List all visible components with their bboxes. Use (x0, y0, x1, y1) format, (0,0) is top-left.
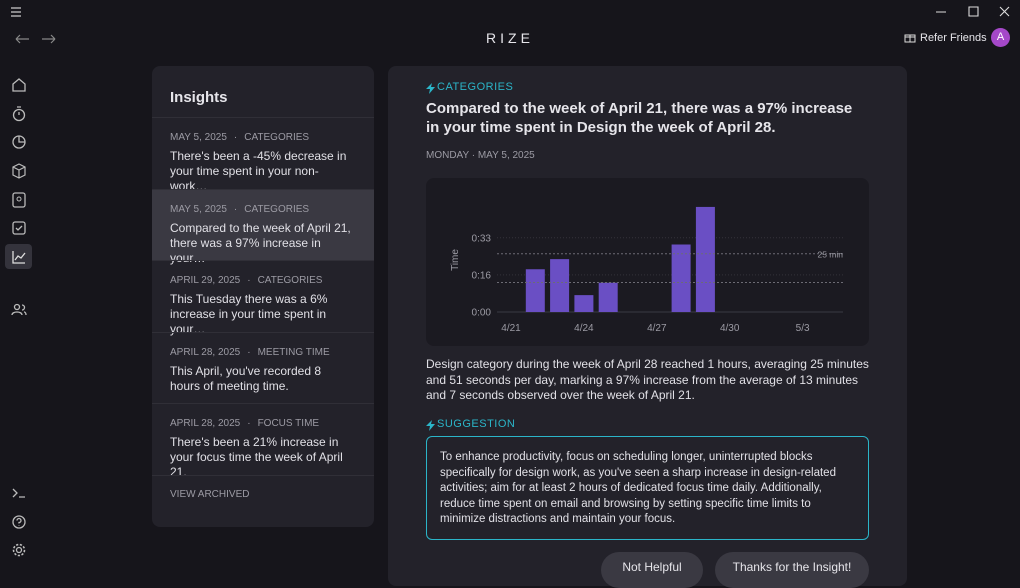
suggestion-tag: SUGGESTION (437, 418, 516, 430)
separator: · (247, 418, 251, 430)
insight-date: APRIL 28, 2025 (170, 418, 241, 430)
insight-meta: APRIL 28, 2025 · FOCUS TIME (170, 418, 319, 429)
bar (550, 259, 570, 312)
contact-icon[interactable] (10, 191, 28, 209)
terminal-icon[interactable] (10, 484, 28, 502)
insight-item[interactable]: APRIL 28, 2025 · FOCUS TIME There's been a … (152, 403, 374, 479)
box-icon[interactable] (10, 162, 28, 180)
refer-friends[interactable]: Refer Friends (920, 32, 987, 44)
avatar[interactable]: A (991, 28, 1010, 47)
insight-category: CATEGORIES (244, 203, 310, 215)
bar (574, 295, 594, 312)
insight-heading: Compared to the week of April 21, there … (426, 100, 853, 136)
separator: · (233, 203, 238, 215)
chart: Time 0:00 0:16 0:33 4/21 4/24 4/27 4/30 5/3 25 mi… (450, 206, 843, 334)
insight-date: MONDAY · MAY 5, 2025 (426, 150, 535, 161)
bar (695, 206, 715, 312)
insight-category: FOCUS TIME (257, 418, 320, 430)
timer-icon[interactable] (10, 105, 28, 123)
menu-icon[interactable] (10, 6, 22, 18)
bar (598, 282, 618, 312)
gift-icon (904, 34, 916, 43)
insights-icon[interactable] (10, 248, 28, 266)
insight-date: MAY 5, 2025 (170, 203, 227, 215)
insight-text: Compared to the week of April 21, there … (170, 220, 351, 265)
thanks-button[interactable]: Thanks for the Insight! (715, 552, 869, 588)
suggestion: To enhance productivity, focus on schedu… (426, 436, 869, 540)
bolt-icon (426, 83, 435, 94)
insight-meta: APRIL 29, 2025 · CATEGORIES (170, 275, 322, 286)
insight-meta: MAY 5, 2025 · CATEGORIES (170, 204, 309, 215)
insight-date: MAY 5, 2025 (170, 132, 227, 143)
window-controls[interactable] (930, 4, 1014, 20)
chart-box: Time 0:00 0:16 0:33 4/21 4/24 4/27 4/30 5/3 25 mi… (426, 178, 869, 346)
x-tick-label: 4/24 (574, 323, 594, 334)
team-icon[interactable] (10, 300, 28, 318)
insight-text: This April, you've recorded 8 hours of m… (170, 363, 322, 393)
separator: · (233, 132, 238, 143)
x-tick-label: 4/27 (647, 323, 667, 334)
insight-category: CATEGORIES (257, 275, 323, 287)
y-tick-label: 0:00 (472, 308, 492, 319)
bar (525, 269, 545, 312)
separator: · (247, 275, 251, 287)
insight-item[interactable]: MAY 5, 2025 · CATEGORIES Compared to the we… (152, 188, 374, 265)
description: Design category during the week of April… (426, 357, 869, 402)
insight-category: CATEGORIES (244, 132, 310, 143)
detail-card: CATEGORIES Compared to the week of April… (388, 66, 907, 586)
insight-date: APRIL 29, 2025 (170, 275, 241, 287)
nav-arrows[interactable] (14, 32, 62, 46)
insight-item[interactable]: APRIL 29, 2025 · CATEGORIES This Tuesday th… (152, 260, 374, 336)
y-tick-label: 0:16 (472, 270, 492, 281)
y-tick-label: 0:33 (472, 233, 492, 244)
panel-title: Insights (170, 89, 228, 106)
divider (152, 475, 374, 476)
x-tick-label: 4/21 (501, 323, 521, 334)
y-axis-label: Time (450, 249, 461, 271)
not-helpful-button[interactable]: Not Helpful (601, 552, 703, 588)
bolt-icon (426, 420, 435, 431)
top-bar: RIZE Refer Friends A (0, 0, 1020, 60)
insight-category: MEETING TIME (257, 346, 330, 358)
x-tick-label: 4/30 (720, 323, 740, 334)
insight-item[interactable]: MAY 5, 2025 · CATEGORIES There's been a -45… (152, 117, 374, 193)
bar (671, 244, 691, 312)
insight-date: APRIL 28, 2025 (170, 346, 241, 358)
insight-text: There's been a 21% increase in your focu… (170, 435, 343, 480)
sidebar (0, 60, 38, 574)
home-icon[interactable] (10, 76, 28, 94)
category-tag: CATEGORIES (437, 81, 514, 93)
tasks-icon[interactable] (10, 219, 28, 237)
pie-icon[interactable] (10, 133, 28, 151)
insights-panel: Insights MAY 5, 2025 · CATEGORIES There's b… (152, 66, 374, 527)
help-icon[interactable] (10, 513, 28, 531)
insight-text: This Tuesday there was a 6% increase in … (170, 292, 328, 337)
view-archived[interactable]: VIEW ARCHIVED (170, 489, 250, 500)
insight-meta: APRIL 28, 2025 · MEETING TIME (170, 347, 330, 358)
insight-meta: MAY 5, 2025 · CATEGORIES (170, 132, 309, 143)
x-tick-label: 5/3 (796, 323, 810, 334)
settings-icon[interactable] (10, 541, 28, 559)
reference-label: 25 min (817, 250, 843, 260)
insight-text: There's been a -45% decrease in your tim… (170, 149, 347, 193)
app-title: RIZE (486, 30, 534, 46)
insight-item[interactable]: APRIL 28, 2025 · MEETING TIME This April, y… (152, 331, 374, 404)
separator: · (247, 346, 251, 358)
